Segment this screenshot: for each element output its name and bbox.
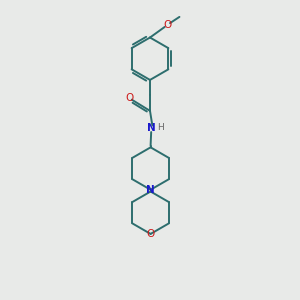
Text: N: N <box>147 123 156 133</box>
Text: N: N <box>146 185 155 195</box>
Text: O: O <box>146 229 155 239</box>
Text: O: O <box>125 94 134 103</box>
Text: O: O <box>163 20 171 30</box>
Text: H: H <box>157 123 164 132</box>
